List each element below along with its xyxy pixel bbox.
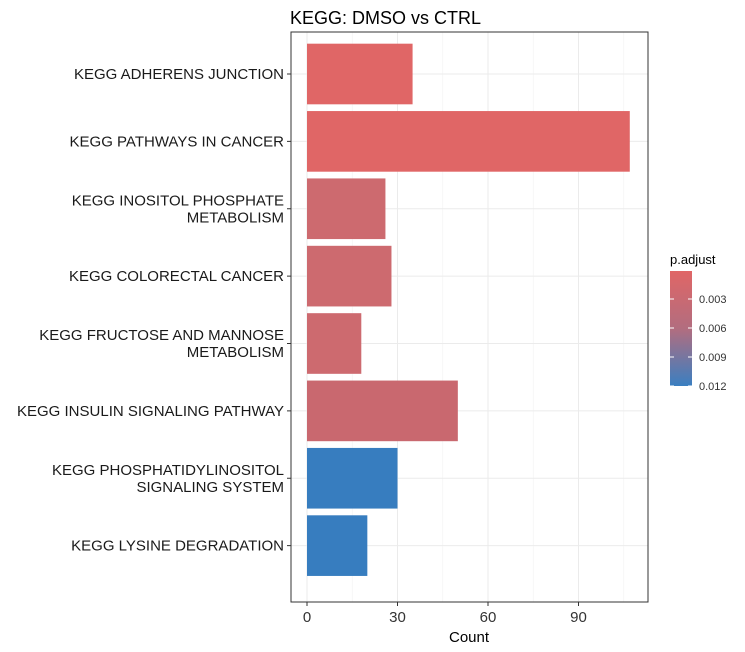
category-label: KEGG COLORECTAL CANCER xyxy=(69,268,284,285)
bar xyxy=(307,515,368,576)
bar xyxy=(307,178,386,240)
legend-title: p.adjust xyxy=(670,252,716,267)
category-label: METABOLISM xyxy=(187,344,284,361)
category-label: METABOLISM xyxy=(187,209,284,226)
category-label: KEGG LYSINE DEGRADATION xyxy=(71,538,284,555)
legend: p.adjust 0.003 0.006 0.009 0.012 xyxy=(670,252,727,393)
bar xyxy=(307,245,392,307)
category-label: KEGG FRUCTOSE AND MANNOSE xyxy=(39,327,284,344)
bar xyxy=(307,313,362,374)
bar xyxy=(307,447,398,509)
legend-tick-label: 0.012 xyxy=(699,381,727,393)
bar xyxy=(307,111,630,172)
category-label: SIGNALING SYSTEM xyxy=(136,479,284,496)
x-tick-label: 0 xyxy=(303,609,311,626)
x-tick-label: 60 xyxy=(480,609,497,626)
x-axis-title: Count xyxy=(449,629,490,646)
bar xyxy=(307,43,413,105)
bars xyxy=(307,43,630,576)
plot-panel-border xyxy=(290,31,649,603)
category-label: KEGG INSULIN SIGNALING PATHWAY xyxy=(17,403,284,420)
category-label: KEGG INOSITOL PHOSPHATE xyxy=(72,192,284,209)
legend-tick-label: 0.006 xyxy=(699,323,727,335)
category-label: KEGG PATHWAYS IN CANCER xyxy=(70,133,285,150)
legend-colorbar xyxy=(670,271,692,386)
chart-title: KEGG: DMSO vs CTRL xyxy=(290,8,481,28)
x-tick-label: 90 xyxy=(570,609,587,626)
y-axis: KEGG ADHERENS JUNCTION KEGG PATHWAYS IN C… xyxy=(17,66,291,555)
category-label: KEGG ADHERENS JUNCTION xyxy=(74,66,284,83)
x-tick-label: 30 xyxy=(389,609,406,626)
bar xyxy=(307,380,458,442)
legend-tick-label: 0.003 xyxy=(699,294,727,306)
x-axis: 0 30 60 90 xyxy=(303,602,587,626)
category-label: KEGG PHOSPHATIDYLINOSITOL xyxy=(52,462,284,479)
legend-ticks: 0.003 0.006 0.009 0.012 xyxy=(670,294,727,393)
legend-tick-label: 0.009 xyxy=(699,352,727,364)
